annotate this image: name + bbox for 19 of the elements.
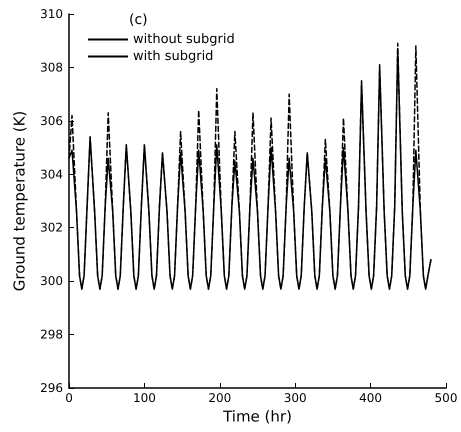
x-tick-label: 0 [65, 391, 73, 405]
legend-label: without subgrid [133, 32, 235, 47]
y-tick-label: 302 [40, 220, 63, 235]
y-tick-label: 296 [40, 381, 63, 395]
chart-title: (c) [129, 12, 148, 28]
x-tick-label: 300 [284, 391, 307, 405]
y-tick-label: 308 [40, 60, 63, 74]
y-tick-label: 310 [40, 7, 63, 21]
y-tick-label: 298 [40, 328, 63, 342]
y-tick-label: 304 [40, 167, 63, 182]
y-axis-title: Ground temperature (K) [10, 110, 28, 292]
x-tick-label: 100 [132, 391, 156, 405]
x-tick-label: 500 [434, 391, 458, 405]
y-tick-label: 300 [40, 274, 63, 288]
x-axis-title: Time (hr) [222, 407, 292, 426]
x-tick-label: 200 [208, 391, 232, 405]
legend-label: with subgrid [133, 49, 214, 64]
x-tick-label: 400 [359, 391, 382, 405]
y-tick-label: 306 [40, 114, 63, 128]
